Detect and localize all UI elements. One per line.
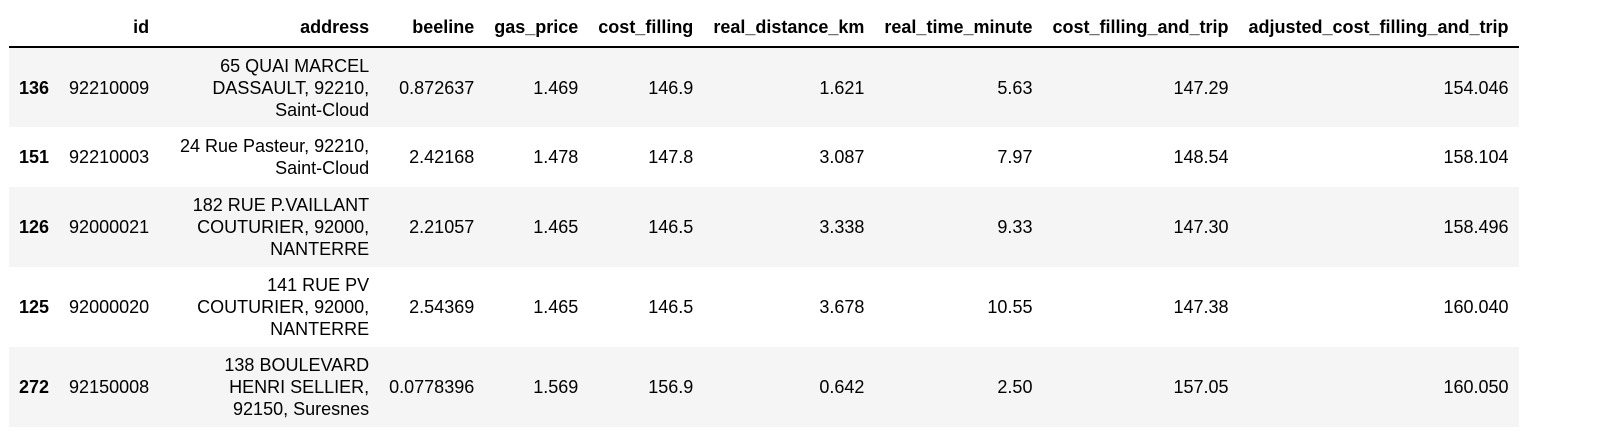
table-body: 136 92210009 65 QUAI MARCEL DASSAULT, 92… — [9, 47, 1519, 427]
cell-real-time-minute: 9.33 — [997, 217, 1033, 237]
cell-address: 141 RUE PV COUTURIER, 92000, NANTERRE — [159, 267, 379, 347]
cell-cost-filling: 147.8 — [648, 147, 694, 167]
cell-real-time-minute: 10.55 — [987, 297, 1033, 317]
cell-real-time-minute: 5.63 — [997, 77, 1033, 98]
header-row: id address beeline gas_price cost_fillin… — [9, 10, 1519, 48]
cell-beeline: 2.42168 — [409, 147, 475, 167]
row-index: 125 — [19, 297, 50, 317]
header-id: id — [59, 10, 160, 48]
address-line: 138 BOULEVARD — [224, 355, 370, 375]
cell-id: 92210009 — [69, 77, 150, 98]
row-index: 126 — [19, 217, 50, 237]
cell-real-time-minute: 7.97 — [997, 147, 1033, 167]
cell-real-distance-km: 3.678 — [819, 297, 865, 317]
cell-adjusted-cost-filling-and-trip: 158.496 — [1443, 217, 1509, 237]
table-row: 151 92210003 24 Rue Pasteur, 92210, Sain… — [9, 127, 1519, 187]
cell-real-time-minute: 2.50 — [997, 377, 1033, 397]
cell-address: 138 BOULEVARD HENRI SELLIER, 92150, Sure… — [159, 347, 379, 427]
cell-cost-filling: 146.9 — [648, 77, 694, 98]
header-gas-price: gas_price — [484, 10, 589, 48]
header-real-time-minute: real_time_minute — [874, 10, 1043, 48]
address-line: DASSAULT, 92210, — [212, 77, 370, 98]
address-line: HENRI SELLIER, — [229, 377, 370, 397]
cell-gas-price: 1.478 — [533, 147, 579, 167]
address-line: 65 QUAI MARCEL — [220, 55, 370, 76]
cell-adjusted-cost-filling-and-trip: 158.104 — [1443, 147, 1509, 167]
header-real-distance-km: real_distance_km — [703, 10, 875, 48]
cell-beeline: 2.54369 — [409, 297, 475, 317]
address-line: Saint-Cloud — [275, 158, 370, 178]
address-line: 182 RUE P.VAILLANT — [192, 195, 370, 215]
address-line: 92150, Suresnes — [233, 399, 370, 419]
cell-cost-filling: 156.9 — [648, 377, 694, 397]
address-line: COUTURIER, 92000, — [197, 217, 370, 237]
cell-id: 92000021 — [69, 217, 150, 237]
cell-real-distance-km: 1.621 — [819, 77, 865, 98]
header-adjusted-cost-filling-and-trip: adjusted_cost_filling_and_trip — [1238, 10, 1519, 48]
address-line: 24 Rue Pasteur, 92210, — [180, 136, 370, 156]
cell-address: 65 QUAI MARCEL DASSAULT, 92210, Saint-Cl… — [159, 47, 379, 127]
row-index: 272 — [19, 377, 50, 397]
cell-real-distance-km: 0.642 — [819, 377, 865, 397]
cell-adjusted-cost-filling-and-trip: 160.040 — [1443, 297, 1509, 317]
cell-beeline: 2.21057 — [409, 217, 475, 237]
cell-adjusted-cost-filling-and-trip: 154.046 — [1443, 77, 1509, 98]
cell-cost-filling: 146.5 — [648, 297, 694, 317]
header-beeline: beeline — [379, 10, 485, 48]
table-row: 126 92000021 182 RUE P.VAILLANT COUTURIE… — [9, 187, 1519, 267]
cell-gas-price: 1.465 — [533, 217, 579, 237]
cell-id: 92150008 — [69, 377, 150, 397]
cell-real-distance-km: 3.338 — [819, 217, 865, 237]
cell-gas-price: 1.469 — [533, 77, 579, 98]
cell-address: 24 Rue Pasteur, 92210, Saint-Cloud — [159, 127, 379, 187]
cell-gas-price: 1.569 — [533, 377, 579, 397]
address-line: Saint-Cloud — [275, 99, 370, 120]
address-line: COUTURIER, 92000, — [197, 297, 370, 317]
table-row: 272 92150008 138 BOULEVARD HENRI SELLIER… — [9, 347, 1519, 427]
header-index — [9, 10, 60, 48]
row-index: 136 — [19, 77, 50, 98]
header-cost-filling: cost_filling — [588, 10, 704, 48]
cell-id: 92000020 — [69, 297, 150, 317]
cell-cost-filling-and-trip: 147.38 — [1173, 297, 1229, 317]
dataframe-table: id address beeline gas_price cost_fillin… — [9, 10, 1519, 427]
address-line: NANTERRE — [270, 319, 370, 339]
table-row: 125 92000020 141 RUE PV COUTURIER, 92000… — [9, 267, 1519, 347]
address-line: NANTERRE — [270, 239, 370, 259]
table-row: 136 92210009 65 QUAI MARCEL DASSAULT, 92… — [9, 47, 1519, 127]
cell-cost-filling: 146.5 — [648, 217, 694, 237]
cell-beeline: 0.0778396 — [389, 377, 475, 397]
header-cost-filling-and-trip: cost_filling_and_trip — [1042, 10, 1239, 48]
cell-cost-filling-and-trip: 157.05 — [1173, 377, 1229, 397]
cell-cost-filling-and-trip: 147.30 — [1173, 217, 1229, 237]
cell-address: 182 RUE P.VAILLANT COUTURIER, 92000, NAN… — [159, 187, 379, 267]
cell-real-distance-km: 3.087 — [819, 147, 865, 167]
cell-gas-price: 1.465 — [533, 297, 579, 317]
cell-cost-filling-and-trip: 147.29 — [1173, 77, 1229, 98]
row-index: 151 — [19, 147, 50, 167]
cell-beeline: 0.872637 — [399, 77, 475, 98]
cell-adjusted-cost-filling-and-trip: 160.050 — [1443, 377, 1509, 397]
address-line: 141 RUE PV — [267, 275, 370, 295]
cell-cost-filling-and-trip: 148.54 — [1173, 147, 1229, 167]
header-address: address — [159, 10, 380, 48]
cell-id: 92210003 — [69, 147, 150, 167]
table-header: id address beeline gas_price cost_fillin… — [9, 10, 1519, 48]
